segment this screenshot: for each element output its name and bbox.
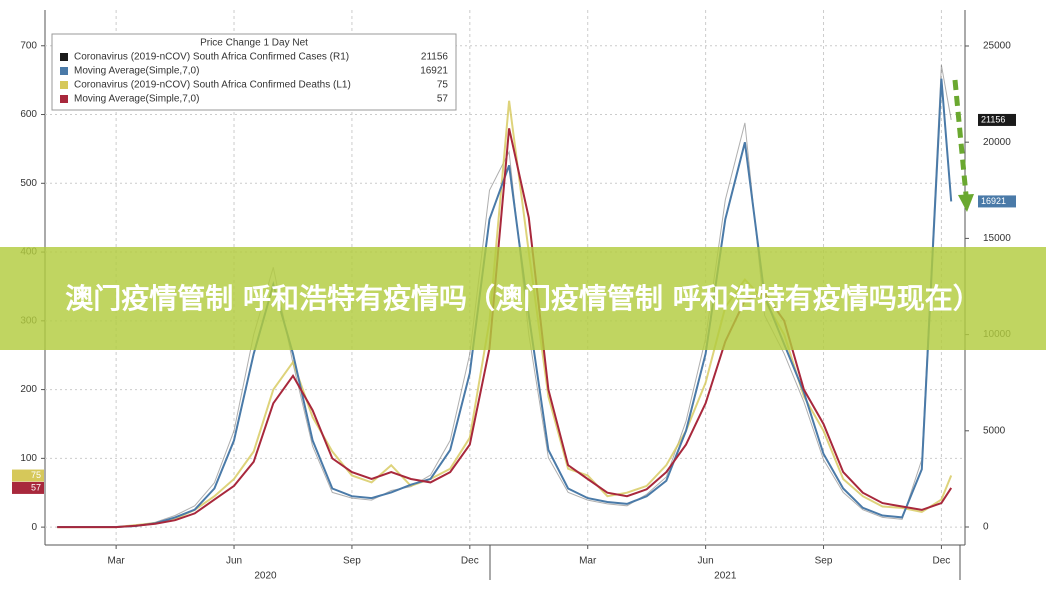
overlay-banner: 澳门疫情管制 呼和浩特有疫情吗（澳门疫情管制 呼和浩特有疫情吗现在） <box>0 247 1046 350</box>
x-tick-label: Mar <box>108 556 126 567</box>
x-tick-label: Jun <box>226 556 242 567</box>
series-line <box>57 65 952 528</box>
y2-tick-label: 25000 <box>983 41 1011 52</box>
annotation-arrow <box>952 79 969 196</box>
x-tick-label: Dec <box>933 556 951 567</box>
x-tick-label: Dec <box>461 556 479 567</box>
x-tick-label: Sep <box>815 556 833 567</box>
legend-label: Moving Average(Simple,7,0) <box>74 94 199 105</box>
y2-tick-label: 0 <box>983 522 989 533</box>
y-tick-label: 500 <box>20 178 37 189</box>
y2-tick-label: 5000 <box>983 425 1006 436</box>
x-year-label: 2021 <box>714 571 737 582</box>
series-line <box>57 78 953 528</box>
x-year-label: 2020 <box>254 571 277 582</box>
value-tag-label: 21156 <box>981 114 1005 124</box>
series-line <box>57 128 953 529</box>
legend-title: Price Change 1 Day Net <box>200 38 308 49</box>
legend-swatch <box>60 95 68 103</box>
value-tag-label: 57 <box>31 482 41 492</box>
y2-tick-label: 20000 <box>983 137 1011 148</box>
legend-label: Coronavirus (2019-nCOV) South Africa Con… <box>74 80 351 91</box>
legend-value: 75 <box>437 80 449 91</box>
y-tick-label: 0 <box>31 522 37 533</box>
annotation-arrowhead <box>958 194 974 212</box>
x-tick-label: Jun <box>698 556 714 567</box>
legend-swatch <box>60 67 68 75</box>
legend-label: Coronavirus (2019-nCOV) South Africa Con… <box>74 52 349 63</box>
legend <box>51 33 457 111</box>
legend-swatch <box>60 53 68 61</box>
y-tick-label: 200 <box>20 384 37 395</box>
legend-entries: Coronavirus (2019-nCOV) South Africa Con… <box>60 52 448 105</box>
y-tick-label: 100 <box>20 453 37 464</box>
value-tag-label: 16921 <box>981 196 1006 206</box>
y-tick-label: 700 <box>20 40 37 51</box>
y2-tick-label: 15000 <box>983 233 1011 244</box>
x-tick-label: Sep <box>343 556 361 567</box>
legend-label: Moving Average(Simple,7,0) <box>74 66 199 77</box>
y-tick-label: 600 <box>20 109 37 120</box>
value-tag <box>978 195 1016 208</box>
legend-value: 16921 <box>420 66 448 77</box>
value-tag <box>12 481 44 494</box>
value-tag <box>12 469 44 482</box>
x-tick-label: Mar <box>579 556 597 567</box>
value-tag <box>978 113 1016 126</box>
value-tag-label: 75 <box>31 470 41 480</box>
overlay-title: 澳门疫情管制 呼和浩特有疫情吗（澳门疫情管制 呼和浩特有疫情吗现在） <box>65 281 981 315</box>
legend-swatch <box>60 81 68 89</box>
legend-value: 21156 <box>421 52 449 63</box>
series-line <box>57 100 953 529</box>
legend-value: 57 <box>437 94 449 105</box>
